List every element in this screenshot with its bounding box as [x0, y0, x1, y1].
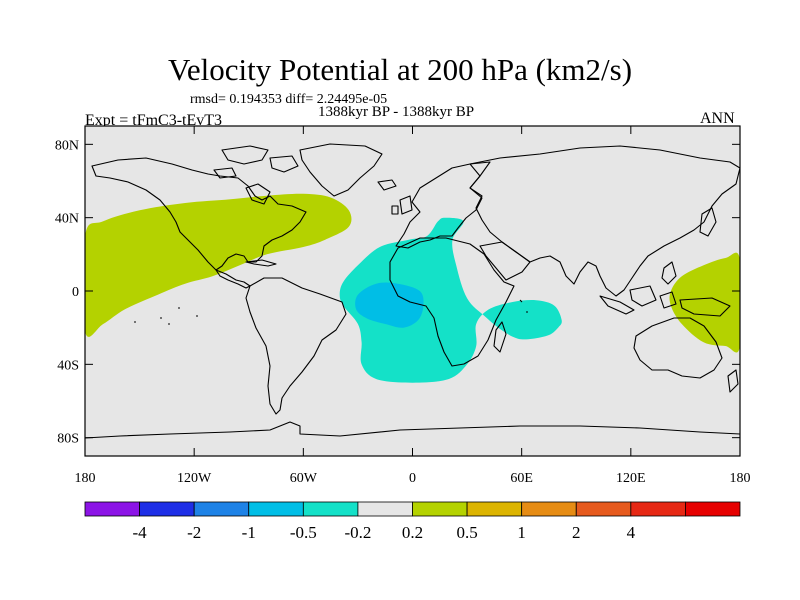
coastline-africa	[389, 237, 515, 367]
lat-tick-label: 0	[72, 285, 79, 300]
lon-tick-label: 60W	[290, 471, 318, 486]
colorbar-swatch	[575, 501, 632, 517]
lon-tick-label: 120E	[616, 471, 646, 486]
colorbar-label: 1	[517, 523, 526, 542]
colorbar-label: 0.2	[402, 523, 423, 542]
colorbar-swatch	[521, 501, 577, 517]
coastline-new-zealand	[727, 369, 739, 393]
coastline-arctic-islands	[213, 145, 299, 179]
lon-tick-label: 180	[75, 471, 96, 486]
lat-tick-label: 80S	[57, 432, 79, 447]
colorbar-swatch	[685, 501, 741, 517]
region-north-america-atlantic-positive	[85, 193, 352, 337]
coastline-british-isles	[391, 195, 413, 215]
coastline-south-america	[245, 277, 347, 415]
colorbar-swatch	[357, 501, 413, 517]
colorbar-swatch	[412, 501, 468, 517]
colorbar-label: 0.5	[456, 523, 477, 542]
colorbar-label: -2	[187, 523, 201, 542]
season-label: ANN	[700, 110, 735, 127]
period-label: 1388kyr BP - 1388kyr BP	[318, 104, 475, 120]
lon-tick-label: 180	[730, 471, 751, 486]
colorbar-label: -4	[132, 523, 147, 542]
coastline-asia	[469, 145, 740, 297]
colorbar: -4 -2 -1 -0.5 -0.2 0.2 0.5 1 2 4	[84, 501, 741, 542]
region-south-atlantic-core-negative	[355, 282, 424, 328]
coastlines	[85, 143, 740, 439]
contour-fills	[85, 193, 740, 383]
coastline-caribbean	[245, 259, 277, 267]
longitude-axis: 180 120W 60W 0 60E 120E 180	[75, 126, 751, 486]
coastline-madagascar	[493, 321, 507, 353]
lat-tick-label: 40S	[57, 358, 79, 373]
coastline-central-america	[215, 269, 251, 289]
coastline-pacific-islands	[134, 299, 528, 325]
colorbar-swatch	[139, 501, 195, 517]
lat-tick-label: 80N	[55, 138, 79, 153]
colorbar-swatch	[84, 501, 140, 517]
region-western-pacific-positive	[669, 252, 740, 353]
coastline-antarctica	[85, 421, 740, 439]
lon-tick-label: 60E	[510, 471, 533, 486]
lat-tick-label: 40N	[55, 212, 79, 227]
stats-label: rmsd= 0.194353 diff= 2.24495e-05	[190, 92, 388, 107]
colorbar-swatch	[193, 501, 250, 517]
colorbar-swatch	[630, 501, 686, 517]
latitude-axis: 80N 40N 0 40S 80S	[55, 138, 740, 447]
colorbar-swatch	[302, 501, 359, 517]
experiment-label: Expt = tFmC3-tEvT3	[85, 112, 223, 129]
coastline-iceland	[377, 179, 397, 191]
coastline-maritime-continent	[599, 261, 731, 317]
colorbar-label: 2	[572, 523, 581, 542]
lon-tick-label: 0	[409, 471, 416, 486]
colorbar-swatch	[466, 501, 523, 517]
coastline-australia	[633, 317, 723, 379]
coastline-japan	[699, 207, 717, 237]
colorbar-swatch	[248, 501, 304, 517]
coastline-greenland	[299, 143, 383, 197]
colorbar-label: -0.2	[344, 523, 371, 542]
colorbar-label: -1	[242, 523, 256, 542]
lon-tick-label: 120W	[177, 471, 212, 486]
region-south-atlantic-africa-negative	[339, 217, 562, 383]
colorbar-label: 4	[627, 523, 636, 542]
colorbar-label: -0.5	[290, 523, 317, 542]
map-title: Velocity Potential at 200 hPa (km2/s)	[167, 52, 633, 87]
coastline-hudson-bay	[245, 183, 271, 205]
